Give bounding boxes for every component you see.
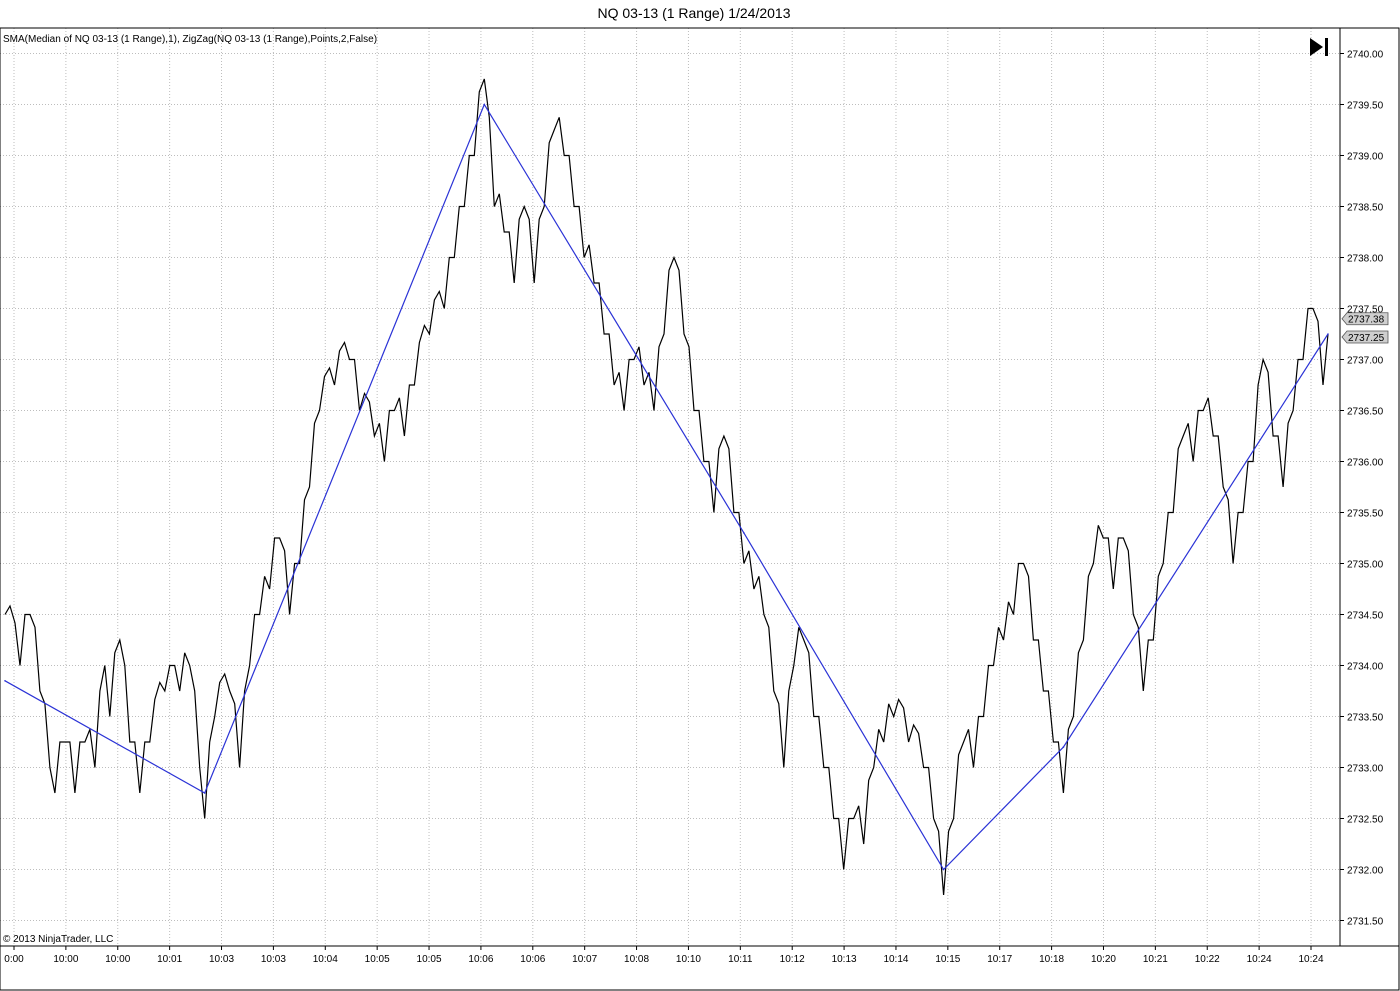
x-tick-label: 10:17 bbox=[987, 954, 1012, 965]
zigzag-pivot-point bbox=[483, 103, 486, 106]
y-tick-label: 2733.50 bbox=[1347, 713, 1384, 724]
zigzag-pivot-point bbox=[203, 792, 206, 794]
y-tick-label: 2735.00 bbox=[1347, 560, 1384, 571]
x-axis-border bbox=[0, 945, 1400, 991]
price-tag-label: 2737.38 bbox=[1348, 315, 1385, 326]
x-tick-label: 10:06 bbox=[520, 954, 545, 965]
x-tick-label: 10:04 bbox=[313, 954, 338, 965]
x-tick-label: 10:24 bbox=[1298, 954, 1323, 965]
x-axis: 0:00 10:00 10:00 10:01 10:03 10:03 10:04 10:05 1… bbox=[4, 946, 1324, 965]
y-tick-label: 2734.50 bbox=[1347, 611, 1384, 622]
y-tick-label: 2732.50 bbox=[1347, 815, 1384, 826]
zigzag-pivot-point bbox=[1327, 333, 1329, 335]
x-tick-label: 0:00 bbox=[4, 954, 24, 965]
chart-legend: SMA(Median of NQ 03-13 (1 Range),1), Zig… bbox=[3, 34, 377, 45]
x-tick-label: 10:15 bbox=[935, 954, 960, 965]
y-tick-label: 2732.00 bbox=[1347, 866, 1384, 877]
x-tick-label: 10:03 bbox=[209, 954, 234, 965]
y-tick-label: 2738.00 bbox=[1347, 254, 1384, 265]
y-tick-label: 2736.50 bbox=[1347, 407, 1384, 418]
zigzag-pivot-point bbox=[4, 680, 6, 682]
x-tick-label: 10:12 bbox=[780, 954, 805, 965]
x-tick-label: 10:00 bbox=[53, 954, 78, 965]
x-tick-label: 10:20 bbox=[1091, 954, 1116, 965]
x-tick-label: 10:07 bbox=[572, 954, 597, 965]
y-tick-label: 2740.00 bbox=[1347, 50, 1384, 61]
x-tick-label: 10:03 bbox=[261, 954, 286, 965]
y-tick-label: 2736.00 bbox=[1347, 458, 1384, 469]
copyright-text: © 2013 NinjaTrader, LLC bbox=[3, 934, 113, 945]
y-tick-label: 2737.00 bbox=[1347, 356, 1384, 367]
scroll-to-end-button[interactable] bbox=[1308, 36, 1332, 60]
x-tick-label: 10:00 bbox=[105, 954, 130, 965]
zigzag-pivot-point bbox=[743, 532, 745, 534]
y-axis: 2731.50 2732.00 2732.50 2733.00 2733.50 2734.… bbox=[1340, 50, 1384, 928]
y-tick-label: 2733.00 bbox=[1347, 764, 1384, 775]
y-tick-label: 2738.50 bbox=[1347, 203, 1384, 214]
y-axis-border bbox=[1339, 27, 1400, 947]
chart-title: NQ 03-13 (1 Range) 1/24/2013 bbox=[597, 5, 790, 21]
y-tick-label: 2739.50 bbox=[1347, 101, 1384, 112]
play-icon bbox=[1310, 38, 1323, 56]
grid bbox=[0, 28, 1340, 946]
x-tick-label: 10:10 bbox=[676, 954, 701, 965]
x-tick-label: 10:11 bbox=[728, 954, 753, 965]
x-tick-label: 10:22 bbox=[1195, 954, 1220, 965]
x-tick-label: 10:05 bbox=[417, 954, 442, 965]
zigzag-pivot-point bbox=[1062, 746, 1065, 748]
y-tick-label: 2739.00 bbox=[1347, 152, 1384, 163]
end-bar-icon bbox=[1325, 38, 1328, 56]
x-tick-label: 10:01 bbox=[157, 954, 182, 965]
y-tick-label: 2731.50 bbox=[1347, 917, 1384, 928]
price-tag-label: 2737.25 bbox=[1348, 333, 1385, 344]
x-tick-label: 10:18 bbox=[1039, 954, 1064, 965]
x-tick-label: 10:21 bbox=[1143, 954, 1168, 965]
x-tick-label: 10:08 bbox=[624, 954, 649, 965]
price-tags: 2737.38 2737.25 bbox=[1341, 312, 1389, 344]
x-tick-label: 10:05 bbox=[365, 954, 390, 965]
x-tick-label: 10:14 bbox=[883, 954, 908, 965]
series bbox=[4, 78, 1329, 896]
zigzag-pivot-point bbox=[942, 868, 945, 871]
price-tag bbox=[1341, 312, 1389, 326]
y-tick-label: 2737.50 bbox=[1347, 305, 1384, 316]
price-series-line bbox=[4, 78, 1329, 896]
price-tag bbox=[1341, 330, 1389, 344]
x-tick-label: 10:13 bbox=[832, 954, 857, 965]
x-tick-label: 10:06 bbox=[468, 954, 493, 965]
y-tick-label: 2734.00 bbox=[1347, 662, 1384, 673]
x-tick-label: 10:24 bbox=[1247, 954, 1272, 965]
y-tick-label: 2735.50 bbox=[1347, 509, 1384, 520]
